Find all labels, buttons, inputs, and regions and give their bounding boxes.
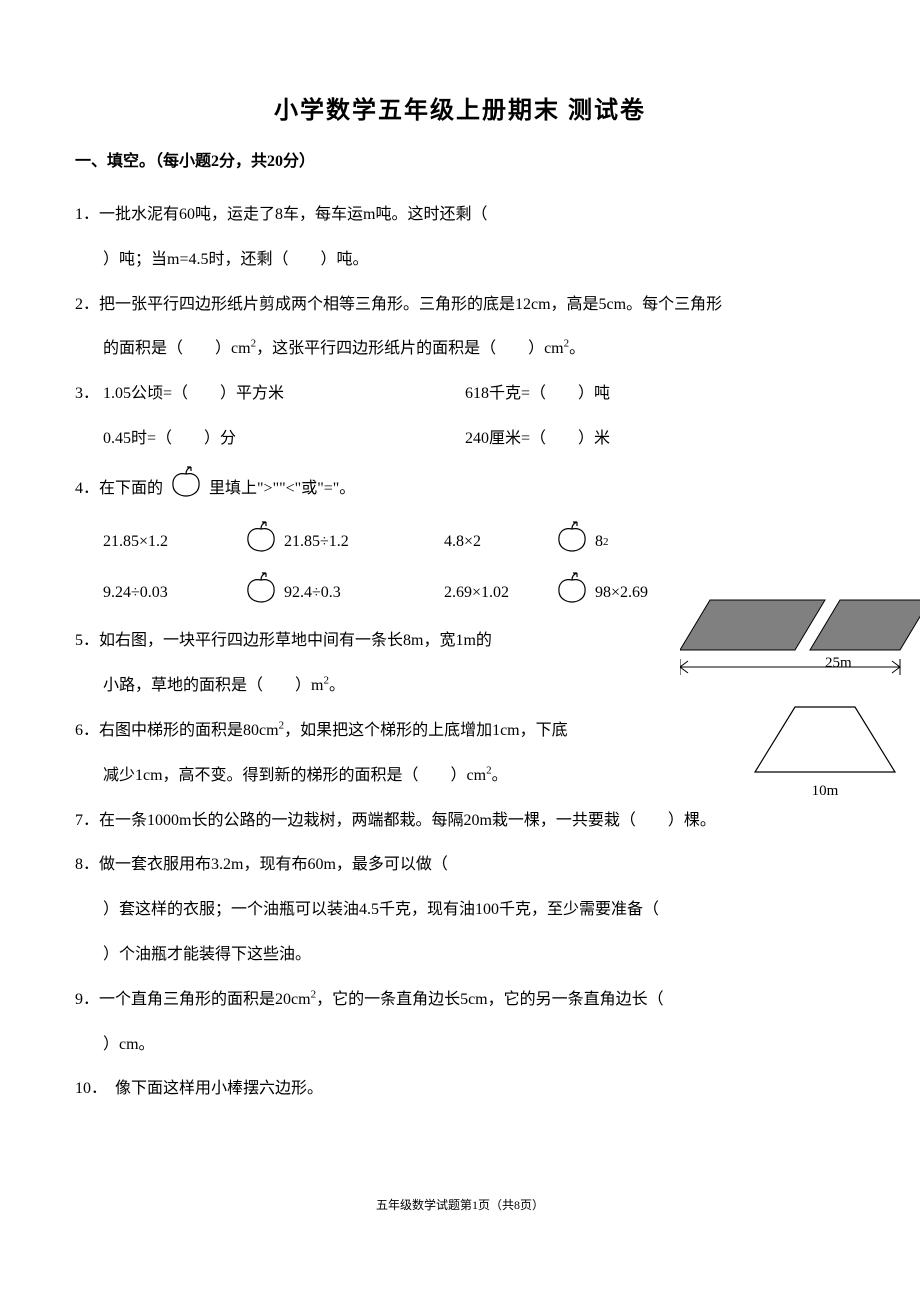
q4-r2c1: 9.24÷0.03 (103, 574, 238, 612)
q4-r2c4: 98×2.69 (595, 574, 648, 612)
sup-2: 2 (603, 529, 609, 555)
q6-line2: 减少1cm，高不变。得到新的梯形的面积是（ ）cm2。 (75, 754, 625, 799)
q8-line1: 8．做一套衣服用布3.2m，现有布60m，最多可以做（ (75, 843, 845, 888)
q9-line2: ）cm。 (75, 1023, 845, 1068)
q1-line1: 1．一批水泥有60吨，运走了8车，每车运m吨。这时还剩（ (75, 193, 845, 238)
apple-icon (553, 517, 591, 568)
question-2: 2．把一张平行四边形纸片剪成两个相等三角形。三角形的底是12cm，高是5cm。每… (75, 283, 845, 373)
q2-l2a: 的面积是（ ）cm (103, 340, 251, 357)
q2-l2b: ，这张平行四边形纸片的面积是（ ）cm (256, 340, 564, 357)
q5-line1: 5．如右图，一块平行四边形草地中间有一条长8m，宽1m的 (75, 619, 625, 664)
q3-2b: 240厘米=（ ）米 (465, 417, 610, 462)
question-3: 3． 1.05公顷=（ ）平方米 618千克=（ ）吨 0.45时=（ ）分 2… (75, 372, 845, 462)
q3-1b: 618千克=（ ）吨 (465, 372, 610, 417)
q2-l2c: 。 (569, 340, 585, 357)
q4-r2c3: 2.69×1.02 (444, 574, 549, 612)
question-6: 6．右图中梯形的面积是80cm2，如果把这个梯形的上底增加1cm，下底 减少1c… (75, 709, 845, 799)
q3-2a: 0.45时=（ ）分 (103, 417, 465, 462)
question-8: 8．做一套衣服用布3.2m，现有布60m，最多可以做（ ）套这样的衣服；一个油瓶… (75, 843, 845, 977)
q3-1a: 3． 1.05公顷=（ ）平方米 (75, 372, 465, 417)
q5-l2a: 小路，草地的面积是（ ）m (103, 677, 323, 694)
q9-l1b: ，它的一条直角边长5cm，它的另一条直角边长（ (316, 991, 664, 1008)
q2-line2: 的面积是（ ）cm2，这张平行四边形纸片的面积是（ ）cm2。 (75, 327, 845, 372)
apple-icon (242, 517, 280, 568)
page-title: 小学数学五年级上册期末 测试卷 (75, 90, 845, 125)
q9-line1: 9．一个直角三角形的面积是20cm2，它的一条直角边长5cm，它的另一条直角边长… (75, 978, 845, 1023)
page-footer: 五年级数学试题第1页（共8页） (0, 1196, 920, 1213)
question-7: 7．在一条1000m长的公路的一边栽树，两端都栽。每隔20m栽一棵，一共要栽（ … (75, 799, 845, 844)
question-1: 1．一批水泥有60吨，运走了8车，每车运m吨。这时还剩（ ）吨；当m=4.5时，… (75, 193, 845, 283)
q6-l1b: ，如果把这个梯形的上底增加1cm，下底 (284, 722, 568, 739)
section-header: 一、填空。（每小题2分，共20分） (75, 147, 845, 171)
question-10: 10． 像下面这样用小棒摆六边形。 (75, 1067, 845, 1112)
q2-line1: 2．把一张平行四边形纸片剪成两个相等三角形。三角形的底是12cm，高是5cm。每… (75, 283, 845, 328)
apple-icon (167, 462, 205, 517)
q6-l1a: 6．右图中梯形的面积是80cm (75, 722, 279, 739)
question-5: 5．如右图，一块平行四边形草地中间有一条长8m，宽1m的 小路，草地的面积是（ … (75, 619, 845, 709)
q1-line2: ）吨；当m=4.5时，还剩（ ）吨。 (75, 238, 845, 283)
q4-r1c1: 21.85×1.2 (103, 523, 238, 561)
q5-line2: 小路，草地的面积是（ ）m2。 (75, 664, 625, 709)
q8-line3: ）个油瓶才能装得下这些油。 (75, 933, 845, 978)
apple-icon (553, 568, 591, 619)
q4-r1c4a: 8 (595, 523, 603, 561)
q5-l2b: 。 (329, 677, 345, 694)
q4-r1c2: 21.85÷1.2 (284, 523, 444, 561)
q9-l1a: 9．一个直角三角形的面积是20cm (75, 991, 311, 1008)
apple-icon (242, 568, 280, 619)
question-9: 9．一个直角三角形的面积是20cm2，它的一条直角边长5cm，它的另一条直角边长… (75, 978, 845, 1068)
q8-line2: ）套这样的衣服；一个油瓶可以装油4.5千克，现有油100千克，至少需要准备（ (75, 888, 845, 933)
q4-r2c2: 92.4÷0.3 (284, 574, 444, 612)
q4-intro: 4．在下面的 (75, 467, 163, 512)
q6-l2b: 。 (492, 767, 508, 784)
q4-intro2: 里填上">""<"或"="。 (209, 467, 355, 512)
q6-line1: 6．右图中梯形的面积是80cm2，如果把这个梯形的上底增加1cm，下底 (75, 709, 625, 754)
q4-r1c3: 4.8×2 (444, 523, 549, 561)
q6-l2a: 减少1cm，高不变。得到新的梯形的面积是（ ）cm (103, 767, 486, 784)
